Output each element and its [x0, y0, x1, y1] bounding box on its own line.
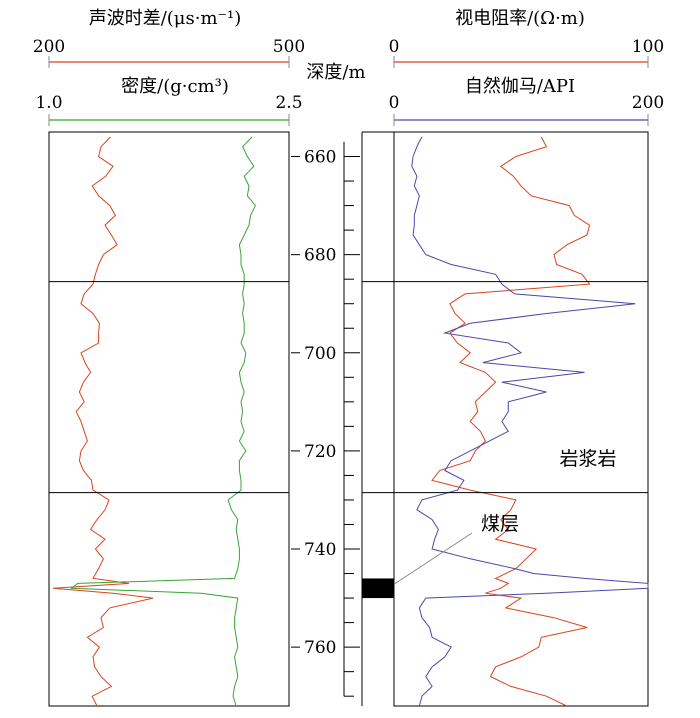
depth-tick-label: 720: [304, 442, 336, 462]
coal-seam-label: 煤层: [481, 513, 519, 535]
right-track-frame: [393, 131, 649, 707]
gamma-min-label: 0: [389, 93, 400, 113]
igneous-rock-label: 岩浆岩: [559, 448, 616, 470]
density-curve: [69, 136, 256, 707]
density-max-label: 2.5: [275, 93, 302, 113]
gamma-title: 自然伽马/API: [465, 76, 575, 97]
left-track-frame: [48, 131, 290, 707]
resistivity-min-label: 0: [389, 37, 400, 57]
density-title: 密度/(g·cm³): [121, 76, 229, 97]
depth-axis-label: 深度/m: [306, 62, 365, 83]
depth-tick-label: 660: [304, 148, 336, 168]
depth-tick-label: 700: [304, 344, 336, 364]
sonic-curve: [52, 136, 154, 707]
sonic-max-label: 500: [273, 37, 305, 57]
resistivity-title: 视电阻率/(Ω·m): [455, 8, 585, 29]
sonic-title: 声波时差/(μs·m⁻¹): [89, 8, 242, 29]
gamma-max-label: 200: [632, 93, 664, 113]
curves-layer: [52, 136, 649, 707]
coal-seam-leader-line: [393, 532, 473, 585]
depth-tick-label: 740: [304, 540, 336, 560]
depth-axis: 660 680 700 720 740 760: [291, 141, 360, 697]
gamma-curve: [411, 136, 649, 707]
resistivity-curve: [431, 136, 591, 707]
depth-tick-label: 760: [304, 638, 336, 658]
density-min-label: 1.0: [35, 93, 62, 113]
sonic-min-label: 200: [33, 37, 65, 57]
depth-tick-label: 680: [304, 246, 336, 266]
formation-boundaries: [49, 281, 648, 494]
coal-seam-block: [362, 578, 394, 599]
resistivity-max-label: 100: [632, 37, 664, 57]
